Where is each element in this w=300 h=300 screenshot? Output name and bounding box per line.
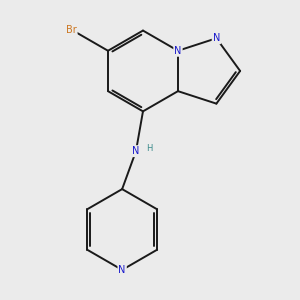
Text: N: N (174, 46, 182, 56)
Text: H: H (146, 144, 152, 153)
Text: N: N (118, 265, 126, 275)
Text: N: N (132, 146, 140, 156)
Text: Br: Br (66, 25, 76, 35)
Text: N: N (213, 33, 220, 43)
